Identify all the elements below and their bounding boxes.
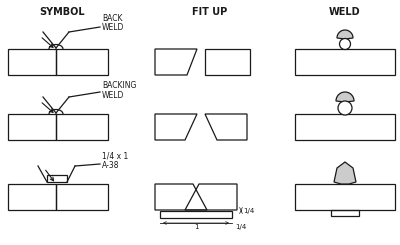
Bar <box>56 114 108 140</box>
Text: BACKING: BACKING <box>102 82 136 90</box>
Text: BACK: BACK <box>102 14 122 24</box>
Bar <box>8 184 56 210</box>
Bar <box>295 114 395 140</box>
Text: WELD: WELD <box>329 7 361 17</box>
Bar <box>56 184 108 210</box>
Text: WELD: WELD <box>102 24 124 33</box>
Text: 1: 1 <box>194 224 198 230</box>
Bar <box>47 175 67 182</box>
Text: FIT UP: FIT UP <box>192 7 228 17</box>
Bar <box>160 211 232 218</box>
Bar <box>205 49 250 75</box>
Text: 1/4 x 1: 1/4 x 1 <box>102 151 128 160</box>
Bar <box>8 114 56 140</box>
Text: 1/4: 1/4 <box>235 224 246 230</box>
Text: WELD: WELD <box>102 90 124 99</box>
Text: 1/4: 1/4 <box>243 208 254 213</box>
Bar <box>8 49 56 75</box>
Bar <box>331 210 359 216</box>
Text: A-38: A-38 <box>102 160 120 170</box>
Circle shape <box>338 101 352 115</box>
Bar <box>56 49 108 75</box>
Bar <box>295 184 395 210</box>
Bar <box>295 49 395 75</box>
Text: SYMBOL: SYMBOL <box>39 7 85 17</box>
Polygon shape <box>336 92 354 102</box>
Circle shape <box>340 38 350 49</box>
Polygon shape <box>334 162 356 184</box>
Polygon shape <box>337 30 353 39</box>
